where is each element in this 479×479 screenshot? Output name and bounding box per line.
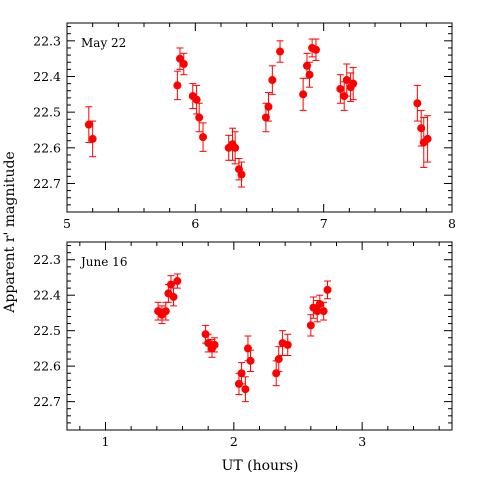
marker — [283, 340, 292, 349]
data-point — [88, 120, 97, 158]
data-point — [195, 102, 204, 133]
marker — [302, 61, 311, 70]
marker — [264, 102, 273, 111]
marker — [210, 340, 219, 349]
marker — [299, 90, 308, 99]
marker — [169, 292, 178, 301]
data-point — [237, 362, 246, 385]
marker — [417, 124, 426, 133]
y-tick-label: 22.7 — [33, 394, 61, 409]
marker — [315, 300, 324, 309]
plot-frame — [66, 241, 453, 431]
y-tick-label: 22.4 — [33, 288, 61, 303]
data-point — [179, 52, 188, 76]
marker — [231, 143, 240, 152]
data-point — [173, 70, 182, 101]
y-tick-label: 22.4 — [33, 69, 61, 84]
data-point — [309, 296, 318, 319]
data-point — [336, 74, 345, 104]
marker — [319, 307, 328, 316]
data-point — [173, 273, 182, 289]
data-point — [283, 333, 292, 357]
data-point — [199, 122, 208, 152]
marker — [413, 99, 422, 108]
data-point — [231, 131, 240, 165]
marker — [342, 76, 351, 85]
data-point — [346, 72, 355, 102]
marker — [237, 170, 246, 179]
marker — [306, 321, 315, 330]
x-axis-label: UT (hours) — [222, 458, 299, 474]
y-tick-label: 22.3 — [33, 33, 61, 48]
marker — [199, 133, 208, 142]
marker — [161, 307, 170, 316]
marker — [84, 120, 93, 129]
marker — [173, 81, 182, 90]
data-point — [311, 38, 320, 61]
data-point — [268, 65, 277, 95]
x-tick-label: 5 — [63, 216, 71, 231]
marker — [311, 45, 320, 54]
data-point — [276, 40, 285, 63]
marker — [336, 84, 345, 93]
data-point — [319, 301, 328, 321]
y-tick-label: 22.5 — [33, 323, 61, 338]
data-point — [166, 275, 175, 294]
x-tick-label: 2 — [230, 434, 238, 449]
marker — [241, 385, 250, 394]
y-tick-label: 22.6 — [33, 140, 61, 155]
data-point — [210, 337, 219, 353]
marker — [179, 60, 188, 69]
data-point — [423, 115, 432, 163]
data-point — [241, 376, 250, 403]
panel-june-16: 1 2 3 22.3 22.4 22.5 22.6 22.7 June 16 — [33, 241, 453, 449]
marker — [192, 95, 201, 104]
x-tick-label: 7 — [320, 216, 328, 231]
panel-label: June 16 — [79, 255, 127, 269]
data-point — [323, 280, 332, 300]
y-tick-label: 22.5 — [33, 105, 61, 120]
marker — [276, 47, 285, 56]
panel-label: May 22 — [81, 36, 126, 50]
panel-may-22: 5 6 7 8 22.3 22.4 22.5 22.6 22.7 May 22 — [33, 22, 456, 231]
marker — [261, 113, 270, 122]
marker — [246, 356, 255, 365]
x-tick-label: 6 — [191, 216, 199, 231]
marker — [237, 369, 246, 378]
marker — [323, 285, 332, 294]
marker — [274, 355, 283, 364]
plot-frame — [66, 22, 453, 213]
data-point — [349, 67, 358, 101]
data-point — [306, 314, 315, 337]
marker — [195, 113, 204, 122]
data-point — [299, 77, 308, 111]
marker — [305, 70, 314, 79]
x-tick-label: 8 — [448, 216, 456, 231]
y-axis-label: Apparent r' magnitude — [2, 151, 18, 313]
data-point — [413, 84, 422, 122]
marker — [349, 79, 358, 88]
data-point — [264, 92, 273, 122]
data-point — [274, 346, 283, 372]
x-tick-label: 1 — [102, 434, 110, 449]
marker — [268, 76, 277, 85]
marker — [166, 280, 175, 289]
marker — [173, 277, 182, 286]
y-tick-label: 22.3 — [33, 252, 61, 267]
marker — [423, 134, 432, 143]
data-point — [305, 61, 314, 88]
marker — [88, 134, 97, 143]
y-tick-label: 22.7 — [33, 176, 61, 191]
data-point — [237, 161, 246, 188]
y-tick-label: 22.6 — [33, 359, 61, 374]
data-point — [169, 287, 178, 307]
data-point — [246, 349, 255, 372]
data-point — [342, 63, 351, 97]
x-tick-label: 3 — [358, 434, 366, 449]
